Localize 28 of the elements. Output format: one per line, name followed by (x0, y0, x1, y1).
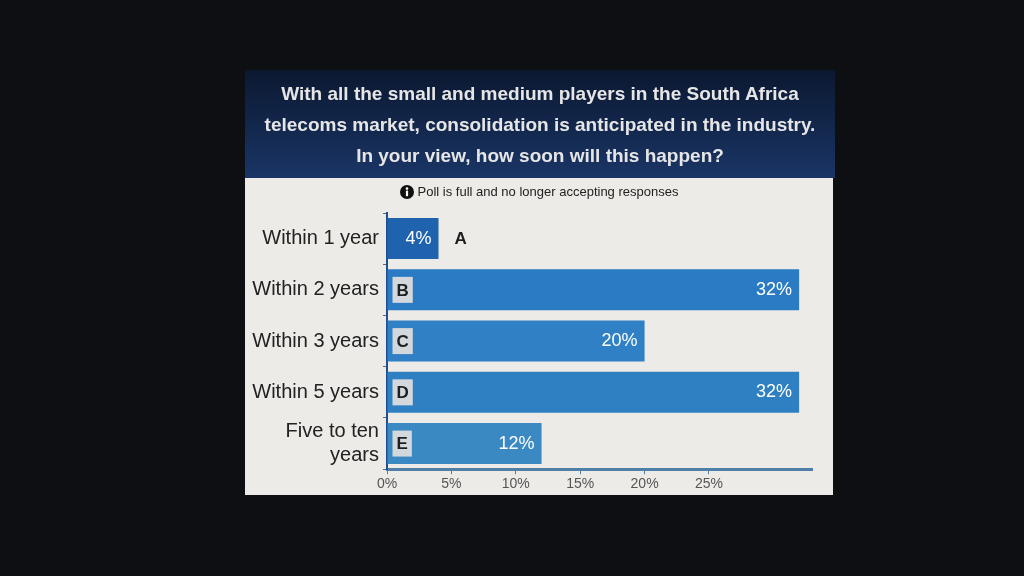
annotation: A (454, 229, 467, 249)
y-tick-label: Within 3 years (252, 328, 379, 351)
y-tick-label: Within 2 years (252, 277, 379, 300)
data-label: 4% (405, 227, 432, 248)
annotation: B (396, 280, 409, 300)
chart-subtitle: Poll is full and no longer accepting responses (417, 184, 679, 199)
x-tick-label: 20% (630, 475, 659, 492)
annotation: C (396, 331, 409, 351)
data-label: 32% (756, 278, 793, 299)
bar (387, 218, 439, 260)
y-tick-label: Five to ten years (285, 419, 379, 466)
x-tick-label: 0% (376, 475, 398, 492)
data-label: 12% (498, 432, 535, 453)
y-tick-label: Within 1 year (262, 226, 380, 249)
annotation: E (396, 434, 408, 454)
x-tick-label: 25% (694, 475, 723, 492)
bar (387, 269, 800, 311)
y-tick-label: Within 5 years (252, 379, 379, 402)
annotation: D (396, 383, 409, 403)
data-label: 32% (756, 381, 793, 402)
bar (387, 371, 800, 413)
data-label: 20% (601, 330, 638, 351)
bar (387, 320, 645, 362)
chart-title: With all the small and medium players in the South Africa telecoms market, consolidation is anticipated in the industry. In your view, how soon will this happen? (263, 81, 817, 168)
x-tick-label: 10% (501, 475, 530, 492)
x-tick-label: 15% (566, 475, 595, 492)
bar (387, 423, 542, 465)
x-tick-label: 5% (441, 475, 462, 492)
